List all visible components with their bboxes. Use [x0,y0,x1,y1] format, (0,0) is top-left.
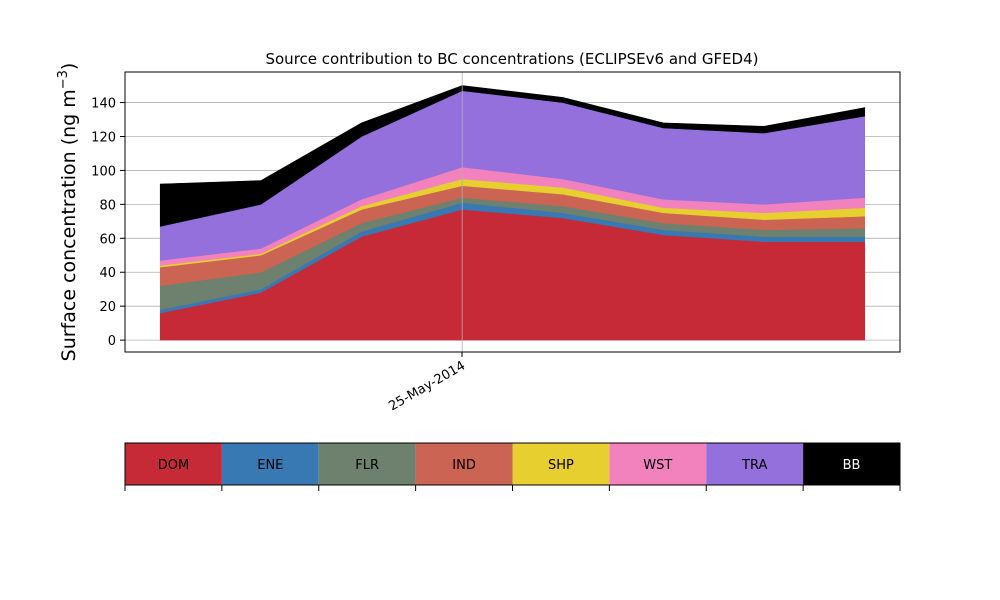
y-axis-label: Surface concentration (ng m−3) [56,63,80,362]
legend-swatch-ind [415,443,513,485]
legend-label-shp: SHP [548,458,574,473]
y-tick-label: 0 [108,334,116,349]
legend-label-ind: IND [452,458,476,473]
y-axis: 0 20 40 60 80 100 120 140 [91,97,125,349]
chart-title: Source contribution to BC concentrations… [265,50,758,68]
y-axis-label-main: Surface concentration (ng m [58,89,80,361]
legend-label-bb: BB [843,458,861,473]
plot-frame [124,71,901,353]
stacked-areas [159,85,866,341]
legend-colorbar: DOM ENE FLR IND SHP WST TRA BB [124,442,901,491]
legend-swatch-flr [318,443,416,485]
y-tick-label: 140 [91,97,116,112]
x-tick-label: 25-May-2014 [386,358,468,414]
area-bb [159,85,866,227]
legend-swatch-dom [125,443,222,485]
y-axis-label-superscript: −3 [56,70,71,89]
y-tick-label: 40 [99,266,116,281]
y-tick-label: 20 [99,300,116,315]
y-axis-label-close: ) [58,63,80,70]
legend-swatch-shp [512,443,610,485]
legend-swatch-ene [221,443,319,485]
legend-label-tra: TRA [741,458,767,473]
legend-swatch-wst [609,443,707,485]
y-tick-label: 80 [99,198,116,213]
y-tick-label: 120 [91,130,116,145]
legend-label-dom: DOM [158,458,189,473]
legend-swatch-tra [706,443,804,485]
legend-swatch-bb [803,443,900,485]
y-tick-label: 60 [99,232,116,247]
y-tick-label: 100 [91,164,116,179]
x-axis: 25-May-2014 [386,352,468,414]
legend-label-wst: WST [643,458,672,473]
legend-label-flr: FLR [355,458,379,473]
legend-label-ene: ENE [257,458,283,473]
